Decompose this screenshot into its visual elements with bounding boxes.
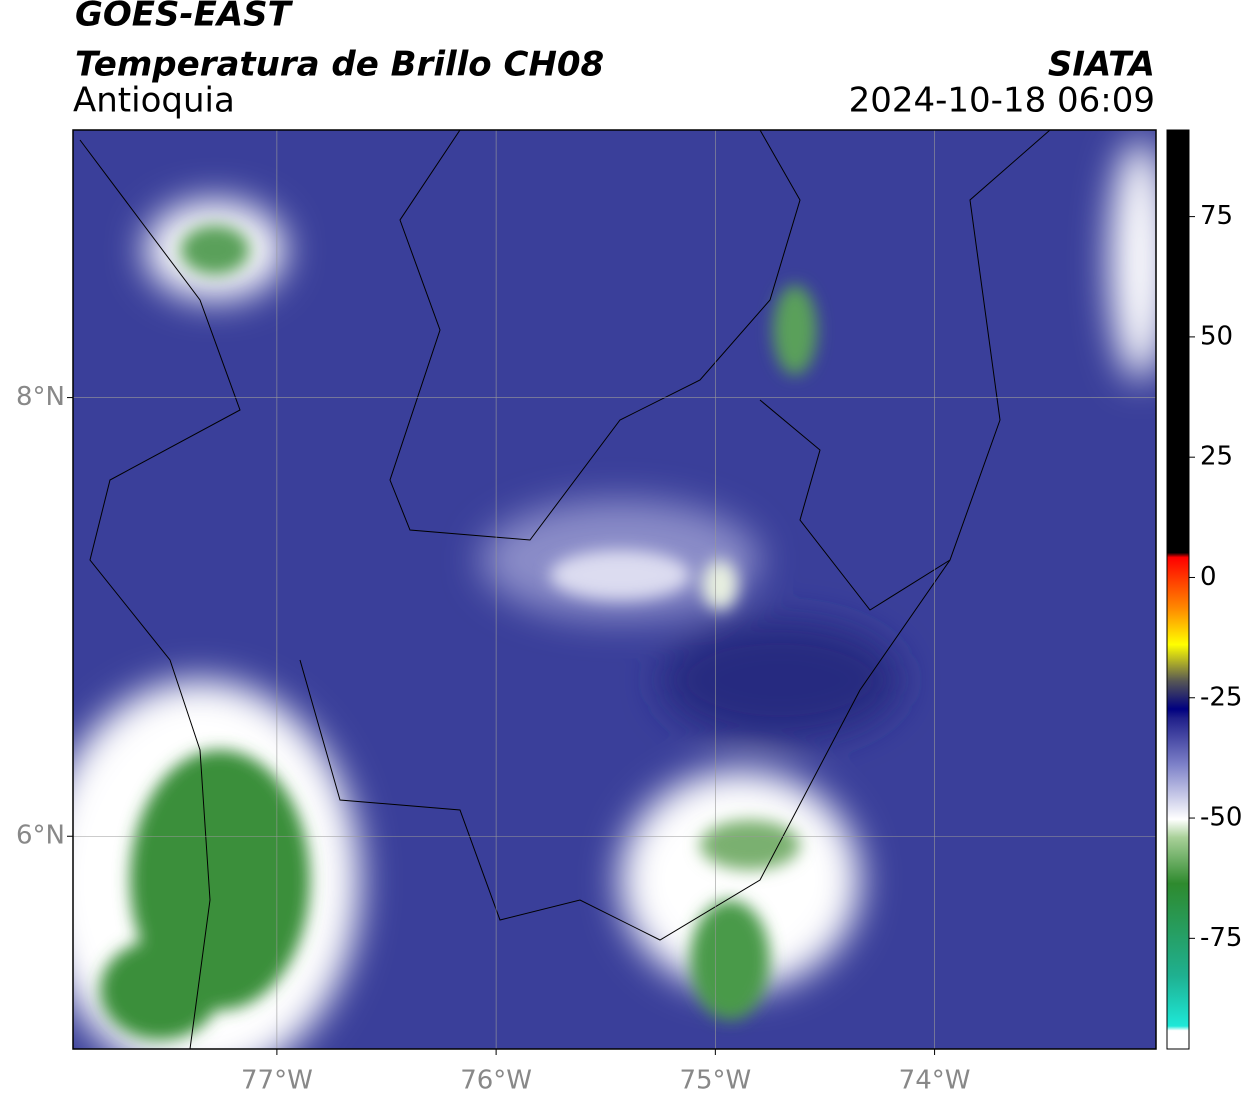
colorbar-tick-label: 0	[1200, 562, 1217, 592]
colorbar-tick-label: -75	[1200, 923, 1242, 953]
source: SIATA	[1048, 45, 1155, 85]
x-tick-label: 76°W	[460, 1066, 532, 1096]
title: GOES-EAST	[75, 0, 294, 35]
x-tick-label: 75°W	[679, 1066, 751, 1096]
datetime: 2024-10-18 06:09	[849, 81, 1155, 121]
subtitle: Temperatura de Brillo CH08	[75, 45, 604, 85]
map-frame	[72, 129, 1157, 1050]
colorbar-tick-label: 75	[1200, 201, 1233, 231]
colorbar-tick-label: 25	[1200, 442, 1233, 472]
x-tick-label: 74°W	[899, 1066, 971, 1096]
map-image	[73, 130, 1156, 1049]
colorbar	[1166, 129, 1190, 1050]
colorbar-tick-label: -25	[1200, 682, 1242, 712]
colorbar-tick-label: 50	[1200, 321, 1233, 351]
region: Antioquia	[73, 81, 235, 121]
x-tick-label: 77°W	[241, 1066, 313, 1096]
colorbar-tick-label: -50	[1200, 803, 1242, 833]
y-tick-label: 6°N	[16, 821, 65, 851]
y-tick-label: 8°N	[16, 382, 65, 412]
